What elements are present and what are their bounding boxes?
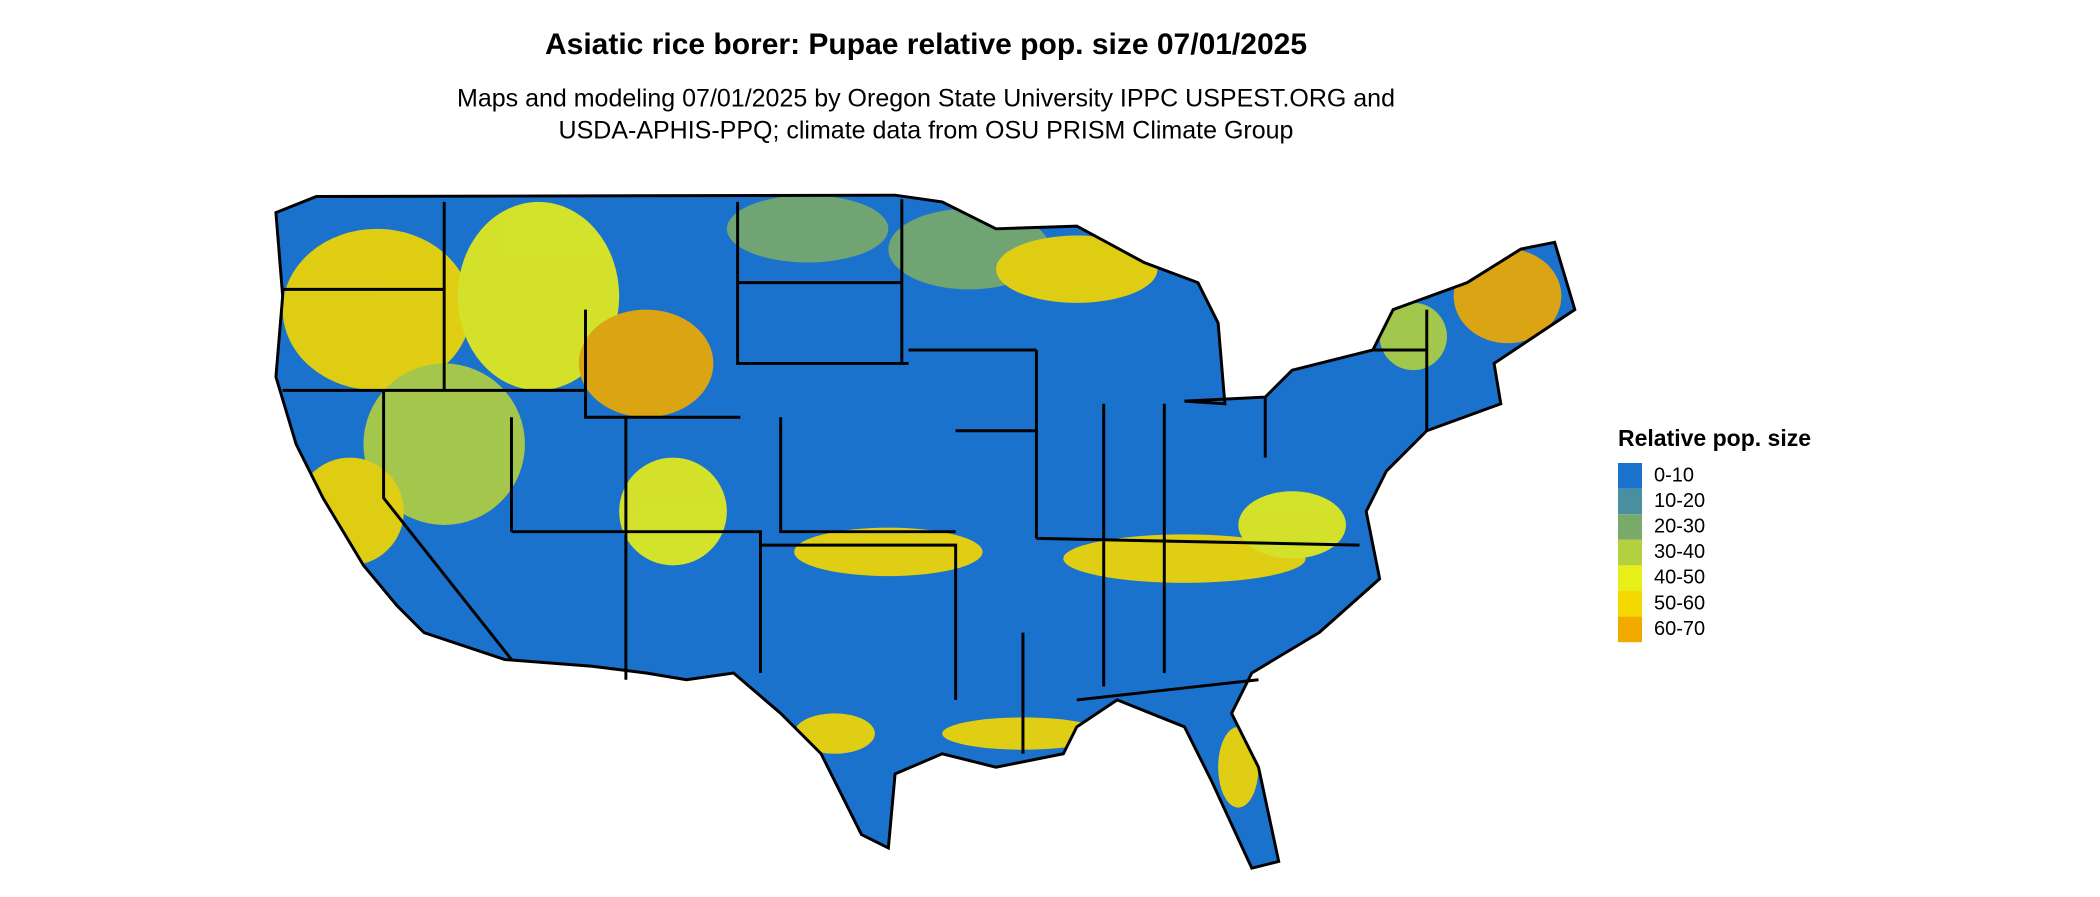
legend-swatch — [1618, 591, 1642, 617]
legend-label: 40-50 — [1654, 567, 1705, 589]
legend-label: 50-60 — [1654, 592, 1705, 614]
legend-label: 30-40 — [1654, 541, 1705, 563]
legend-label: 20-30 — [1654, 515, 1705, 537]
legend-swatch — [1618, 539, 1642, 566]
legend-label: 60-70 — [1654, 618, 1705, 640]
map-title: Asiatic rice borer: Pupae relative pop. … — [545, 28, 1307, 61]
legend-label: 10-20 — [1654, 490, 1705, 512]
legend-swatch — [1618, 565, 1642, 591]
legend-swatch — [1618, 616, 1642, 643]
legend-swatch — [1618, 488, 1642, 515]
legend-label: 0-10 — [1654, 464, 1694, 486]
subtitle: USDA-APHIS-PPQ; climate data from OSU PR… — [559, 117, 1294, 145]
legend-swatch — [1618, 514, 1642, 540]
legend-title: Relative pop. size — [1618, 425, 1811, 451]
legend-swatch — [1618, 463, 1642, 489]
map — [274, 193, 1577, 870]
subtitle: Maps and modeling 07/01/2025 by Oregon S… — [457, 85, 1395, 113]
legend: 0-10 10-20 20-30 30-40 40-50 50-60 60-70 — [1618, 463, 1705, 643]
